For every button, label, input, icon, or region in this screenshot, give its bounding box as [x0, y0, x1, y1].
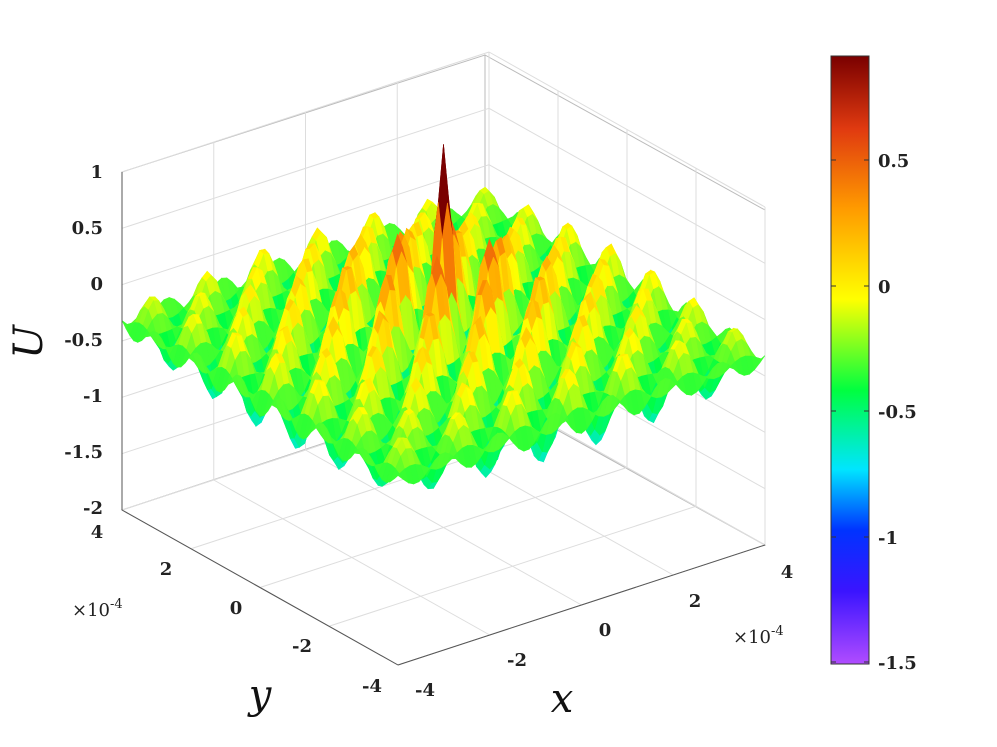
z-tick: -1.5 — [64, 442, 103, 463]
z-tick: -2 — [83, 498, 103, 519]
colorbar-tick: 0 — [878, 277, 891, 298]
colorbar-tick: -1 — [878, 528, 898, 549]
x-tick: 2 — [689, 591, 702, 612]
colorbar-gradient — [830, 55, 870, 665]
x-axis-label: x — [551, 676, 574, 722]
y-tick: -4 — [362, 676, 382, 697]
y-axis: 4 2 0 -2 -4 ×10-4 y — [72, 522, 382, 718]
z-axis-label: U — [6, 324, 52, 359]
grid-line — [259, 467, 628, 588]
y-tick: 2 — [160, 559, 173, 580]
z-tick: -1 — [83, 386, 103, 407]
z-tick: 1 — [90, 162, 103, 183]
y-tick: 4 — [91, 522, 104, 543]
y-multiplier: ×10-4 — [72, 597, 123, 621]
x-axis: -4 -2 0 2 4 ×10-4 x — [415, 562, 793, 722]
z-tick: -0.5 — [64, 330, 103, 351]
z-tick: 0.5 — [72, 218, 103, 239]
colorbar-tick: -1.5 — [878, 653, 917, 674]
y-axis-label: y — [247, 672, 273, 718]
y-tick: 0 — [230, 598, 243, 619]
x-tick: 4 — [781, 562, 794, 583]
colorbar: 0.5 0 -0.5 -1 -1.5 — [830, 55, 917, 674]
z-axis: 1 0.5 0 -0.5 -1 -1.5 -2 U — [6, 162, 103, 519]
x-tick: -4 — [415, 680, 435, 701]
colorbar-tick: -0.5 — [878, 402, 917, 423]
x-tick: 0 — [599, 620, 612, 641]
y-tick: -2 — [292, 636, 312, 657]
x-tick: -2 — [507, 650, 527, 671]
x-multiplier: ×10-4 — [733, 624, 784, 648]
z-tick: 0 — [90, 274, 103, 295]
colorbar-tick: 0.5 — [878, 151, 909, 172]
surface-mesh — [122, 144, 765, 490]
